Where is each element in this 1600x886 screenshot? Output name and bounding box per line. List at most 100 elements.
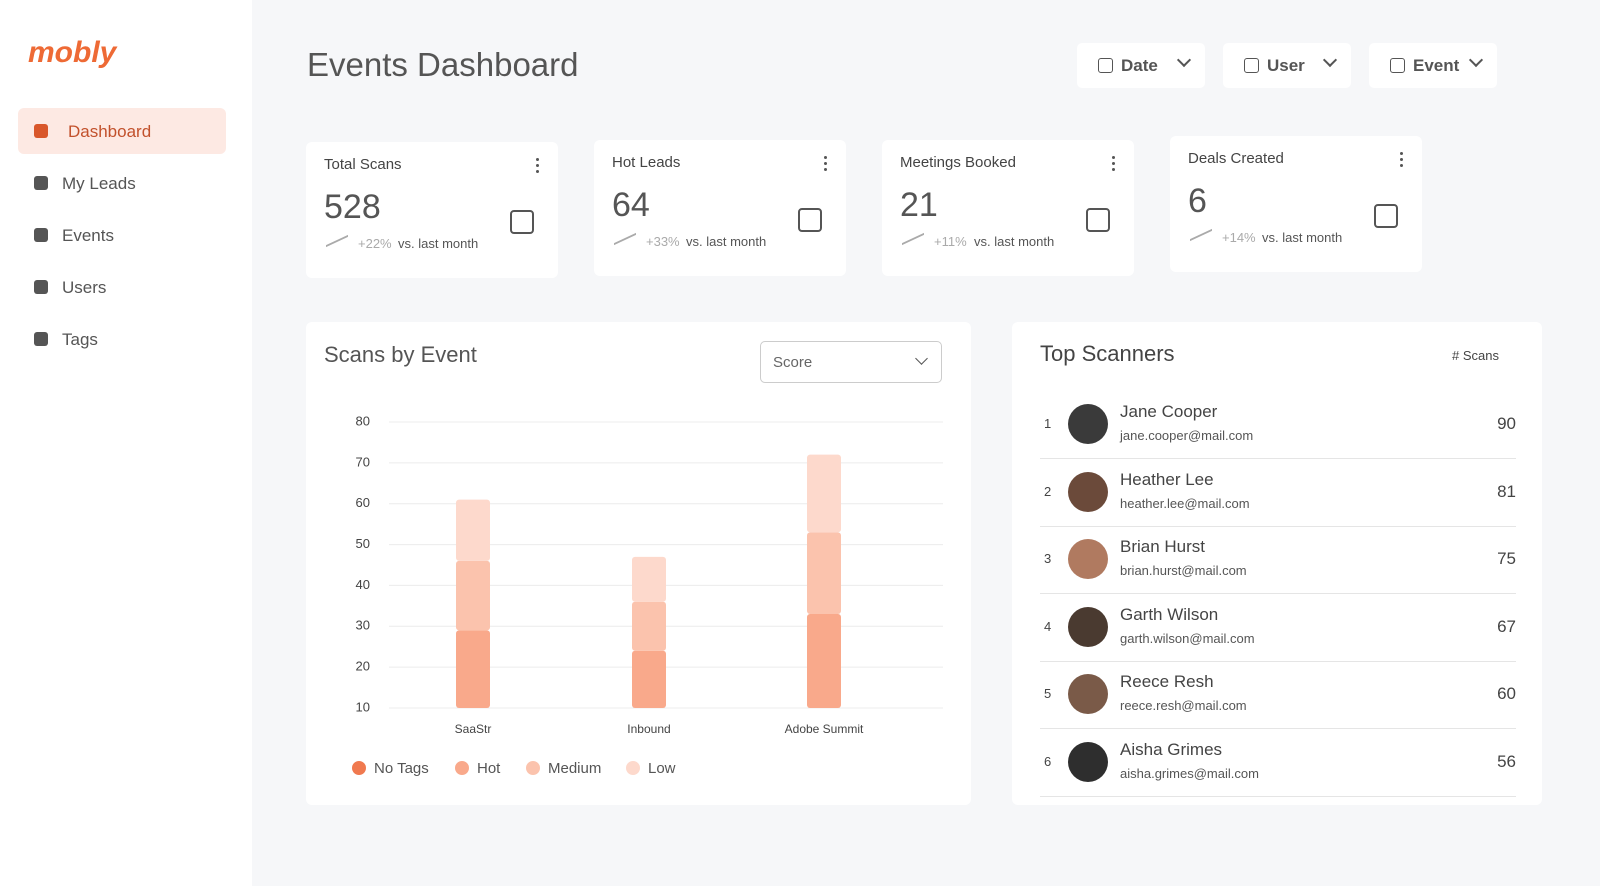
y-tick-label: 80 xyxy=(356,413,370,428)
scanner-name: Jane Cooper xyxy=(1120,402,1218,421)
scanner-email: heather.lee@mail.com xyxy=(1120,495,1250,511)
bar-segment xyxy=(456,630,490,708)
menu-dot xyxy=(536,158,539,161)
nav-icon xyxy=(34,124,48,138)
select-label: Score xyxy=(773,354,813,371)
avatar xyxy=(1068,674,1108,715)
menu-dot xyxy=(1112,168,1115,171)
nav-item[interactable]: Dashboard xyxy=(18,108,226,154)
scanner-email: brian.hurst@mail.com xyxy=(1120,563,1247,579)
bar-segment xyxy=(807,532,841,615)
trend-icon xyxy=(614,232,636,254)
stat-label: Hot Leads xyxy=(612,154,681,171)
stat-value: 6 xyxy=(1188,182,1207,220)
stat-value: 528 xyxy=(324,188,381,226)
nav-icon xyxy=(34,332,48,346)
y-tick-label: 10 xyxy=(356,699,370,714)
rank: 3 xyxy=(1044,551,1052,567)
row-divider xyxy=(1040,593,1516,595)
rank: 2 xyxy=(1044,483,1052,499)
scanner-name: Heather Lee xyxy=(1120,469,1214,489)
row-divider xyxy=(1040,728,1516,730)
stat-card: Deals Created 6 +14% vs. last month xyxy=(1170,136,1422,272)
menu-dot xyxy=(536,164,539,167)
stat-change: +14% xyxy=(1222,230,1256,245)
bar-segment xyxy=(807,614,841,708)
stat-change: +22% xyxy=(358,236,392,251)
scanner-name: Aisha Grimes xyxy=(1120,740,1223,759)
chart-title: Scans by Event xyxy=(324,342,477,367)
trend-icon xyxy=(902,232,924,254)
scanner-name: Garth Wilson xyxy=(1120,604,1219,624)
x-tick-label: Inbound xyxy=(627,722,670,736)
menu-dot xyxy=(824,168,827,171)
bar-segment xyxy=(456,499,490,561)
nav-icon xyxy=(34,280,48,294)
stat-label: Total Scans xyxy=(324,156,402,173)
chevron xyxy=(1176,52,1192,68)
scan-count: 75 xyxy=(1497,549,1516,569)
nav-label: My Leads xyxy=(62,174,136,193)
legend-label: Low xyxy=(648,760,676,777)
menu-dot xyxy=(1400,158,1403,161)
filter-button[interactable]: User xyxy=(1223,43,1351,88)
row-divider xyxy=(1040,458,1516,459)
stat-value: 21 xyxy=(900,186,938,224)
legend-label: Hot xyxy=(477,760,501,777)
scanner-email: garth.wilson@mail.com xyxy=(1120,630,1255,646)
stat-note: vs. last month xyxy=(974,234,1055,249)
bar-segment xyxy=(632,556,666,602)
filter-icon xyxy=(1244,58,1259,73)
avatar xyxy=(1068,539,1108,580)
nav-item[interactable]: Users xyxy=(18,264,226,310)
legend-swatch xyxy=(526,761,540,775)
bar-segment xyxy=(807,454,841,533)
stat-icon xyxy=(1086,208,1110,232)
avatar xyxy=(1068,742,1108,782)
filter-button[interactable]: Event xyxy=(1369,43,1497,88)
scanners-card: Top Scanners # Scans 1 Jane Cooper jane.coop… xyxy=(1012,322,1542,805)
filter-button[interactable]: Date xyxy=(1077,43,1205,88)
scanners-title: Top Scanners xyxy=(1040,341,1175,366)
stat-card: Meetings Booked 21 +11% vs. last month xyxy=(882,140,1134,276)
menu-dot xyxy=(1400,164,1403,167)
nav-icon xyxy=(34,228,48,242)
column-header: # Scans xyxy=(1452,348,1499,363)
legend-swatch xyxy=(352,761,366,775)
avatar xyxy=(1068,404,1108,444)
nav-label: Users xyxy=(62,278,107,297)
y-tick-label: 30 xyxy=(356,618,370,633)
row-divider xyxy=(1040,525,1516,527)
scan-count: 60 xyxy=(1497,684,1516,704)
filter-label: Date xyxy=(1121,56,1158,75)
menu-dot xyxy=(1400,152,1403,155)
nav-label: Tags xyxy=(62,330,98,349)
rank: 6 xyxy=(1044,754,1052,769)
filter-label: Event xyxy=(1413,56,1460,75)
menu-dot xyxy=(824,156,827,159)
chevron xyxy=(1322,52,1338,68)
nav-item[interactable]: My Leads xyxy=(18,160,226,206)
menu-dot xyxy=(824,162,827,165)
avatar xyxy=(1068,606,1108,647)
row-divider xyxy=(1040,796,1516,797)
stat-note: vs. last month xyxy=(686,234,767,249)
chart: 10 20 30 40 50 60 70 80 SaaStr Inbound Adobe Summi… xyxy=(352,413,943,777)
y-tick-label: 20 xyxy=(356,659,370,674)
legend-label: No Tags xyxy=(374,760,429,777)
rank: 5 xyxy=(1044,686,1052,702)
nav-item[interactable]: Tags xyxy=(18,316,226,362)
score-select[interactable]: Score xyxy=(760,341,942,383)
y-tick-label: 40 xyxy=(356,577,370,592)
nav-item[interactable]: Events xyxy=(18,212,226,258)
avatar xyxy=(1068,471,1108,512)
scan-count: 67 xyxy=(1497,616,1516,636)
y-tick-label: 60 xyxy=(356,495,370,510)
menu-dot xyxy=(536,170,539,173)
scan-count: 56 xyxy=(1497,752,1516,771)
legend-swatch xyxy=(626,761,640,775)
scanner-email: aisha.grimes@mail.com xyxy=(1120,766,1259,781)
legend-swatch xyxy=(455,761,469,775)
logo[interactable]: mobly xyxy=(28,36,117,69)
trend-icon xyxy=(1190,228,1212,250)
